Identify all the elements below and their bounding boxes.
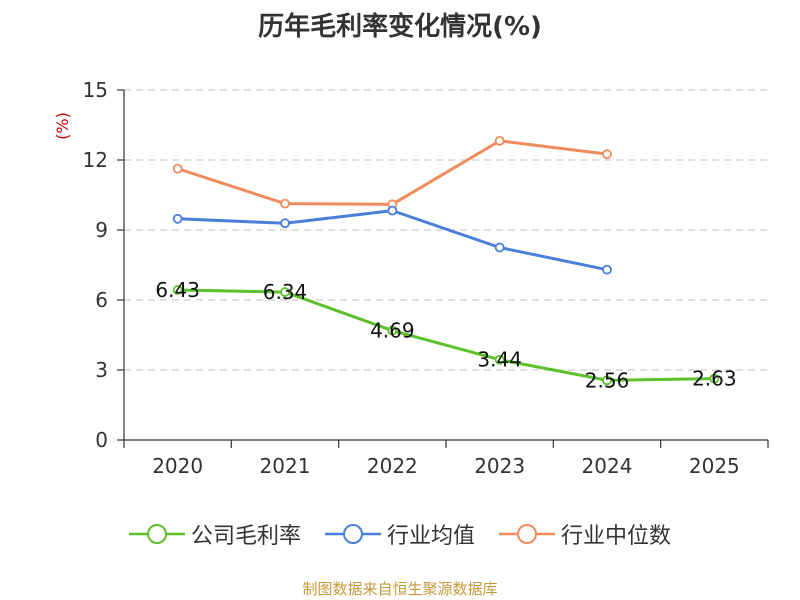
data-point — [602, 149, 612, 160]
data-label: 2.63 — [692, 367, 737, 391]
data-point — [494, 135, 505, 146]
data-point — [172, 285, 183, 295]
x-tick-label: 2020 — [152, 454, 203, 478]
data-point — [280, 198, 290, 209]
legend-label: 行业中位数 — [561, 524, 672, 549]
series-lines — [172, 135, 720, 386]
x-tick-label: 2021 — [260, 454, 311, 478]
y-tick-label: 9 — [95, 218, 108, 242]
data-label: 4.69 — [370, 319, 415, 343]
y-tick-label: 0 — [95, 428, 108, 452]
y-tick-label: 15 — [83, 78, 108, 102]
data-point — [172, 163, 183, 174]
data-label: 2.56 — [585, 368, 630, 392]
legend-swatch — [499, 524, 555, 544]
legend-item[interactable]: 公司毛利率 — [128, 518, 301, 550]
data-point — [602, 264, 612, 275]
data-point — [172, 213, 183, 224]
chart-title: 历年毛利率变化情况(%) — [258, 12, 542, 42]
legend-swatch — [128, 524, 185, 544]
legend-label: 行业均值 — [386, 524, 475, 549]
data-point — [387, 325, 398, 336]
data-label: 6.34 — [263, 280, 308, 304]
data-label: 3.44 — [477, 348, 522, 372]
data-point — [387, 205, 398, 216]
x-tick-label: 2022 — [367, 454, 418, 478]
data-point — [602, 375, 612, 386]
x-tick-label: 2024 — [582, 454, 633, 478]
data-labels: 6.43 6.34 4.69 3.44 2.56 2.63 — [155, 278, 736, 392]
legend-swatch — [324, 524, 381, 544]
x-tick-label: 2023 — [474, 454, 525, 478]
y-tick-label: 3 — [95, 358, 108, 382]
legend-item[interactable]: 行业中位数 — [499, 518, 671, 550]
data-point — [709, 373, 720, 384]
x-tick-label: 2025 — [689, 454, 740, 478]
series-line — [177, 288, 715, 382]
y-tick-label: 12 — [83, 148, 108, 172]
data-point — [280, 287, 290, 297]
data-point — [494, 354, 505, 365]
series-line — [177, 209, 608, 272]
axes: 0 3 6 9 12 15 2020 2021 2022 2023 2024 2025 — [83, 78, 769, 478]
source-note: 制图数据来自恒生聚源数据库 — [302, 580, 498, 598]
y-axis-unit-label: (%) — [53, 112, 72, 140]
y-tick-label: 6 — [95, 288, 108, 312]
legend: 公司毛利率 行业均值 行业中位数 — [0, 518, 800, 550]
legend-item[interactable]: 行业均值 — [324, 518, 475, 550]
data-label: 6.43 — [155, 278, 200, 302]
series-line — [177, 139, 608, 206]
data-point — [494, 242, 505, 253]
legend-label: 公司毛利率 — [190, 524, 301, 549]
data-point — [280, 218, 290, 229]
